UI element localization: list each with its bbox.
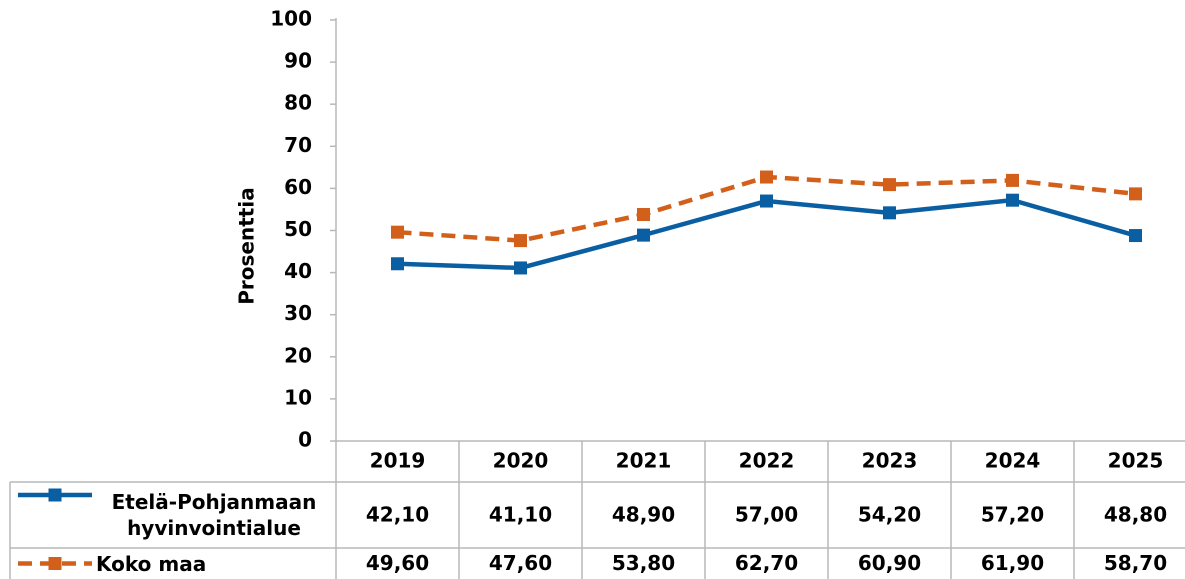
table-value: 48,90: [612, 503, 675, 527]
data-point: [760, 170, 773, 184]
table-value: 60,90: [858, 551, 921, 575]
y-tick-label: 90: [284, 49, 312, 73]
data-point: [883, 178, 896, 192]
y-tick-label: 10: [284, 385, 312, 409]
x-tick-label: 2024: [985, 449, 1041, 473]
table-value: 47,60: [489, 551, 552, 575]
data-point: [1006, 173, 1019, 187]
data-point: [760, 194, 773, 208]
data-point: [514, 261, 527, 275]
legend-marker: [48, 557, 62, 570]
x-tick-label: 2019: [370, 449, 426, 473]
data-point: [1129, 187, 1142, 201]
data-point: [1129, 229, 1142, 243]
series-line: [397, 174, 1136, 243]
table-value: 48,80: [1104, 503, 1167, 527]
y-tick-label: 70: [284, 133, 312, 157]
y-tick-label: 80: [284, 91, 312, 115]
data-point: [637, 208, 650, 222]
table-value: 53,80: [612, 551, 675, 575]
x-tick-label: 2020: [493, 449, 549, 473]
x-tick-label: 2022: [739, 449, 795, 473]
data-point: [883, 206, 896, 220]
table-value: 49,60: [366, 551, 429, 575]
data-point: [391, 257, 404, 271]
data-point: [391, 225, 404, 239]
y-tick-label: 100: [270, 7, 312, 31]
y-tick-label: 0: [298, 428, 312, 452]
y-axis-title: Prosenttia: [235, 187, 259, 304]
x-tick-label: 2021: [616, 449, 672, 473]
data-point: [1006, 193, 1019, 207]
table-value: 42,10: [366, 503, 429, 527]
table-value: 57,00: [735, 503, 798, 527]
x-tick-label: 2025: [1108, 449, 1164, 473]
table-value: 54,20: [858, 503, 921, 527]
legend-label: Koko maa: [96, 551, 207, 576]
y-tick-label: 50: [284, 217, 312, 241]
table-value: 58,70: [1104, 551, 1167, 575]
table-value: 61,90: [981, 551, 1044, 575]
y-tick-label: 20: [284, 343, 312, 367]
data-point: [637, 228, 650, 242]
y-tick-label: 40: [284, 259, 312, 283]
table-value: 41,10: [489, 503, 552, 527]
legend-label: Etelä-Pohjanmaan hyvinvointialue: [111, 490, 317, 540]
x-tick-label: 2023: [862, 449, 918, 473]
table-value: 57,20: [981, 503, 1044, 527]
series-line: [397, 197, 1137, 271]
data-point: [514, 234, 527, 248]
y-tick-label: 30: [284, 301, 312, 325]
y-tick-label: 60: [284, 175, 312, 199]
legend-marker: [48, 488, 62, 502]
table-value: 62,70: [735, 551, 798, 575]
